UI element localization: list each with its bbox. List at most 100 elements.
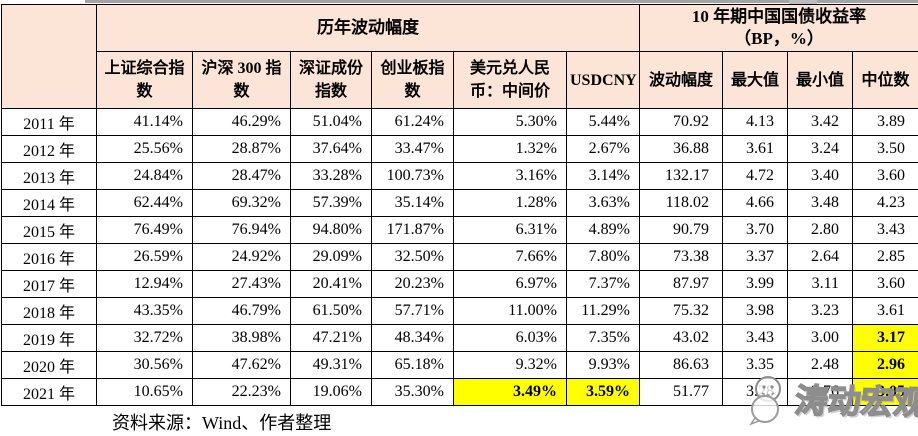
value-cell: 75.32 (639, 297, 723, 326)
value-cell: 76.49% (96, 216, 193, 245)
value-cell: 73.38 (639, 243, 723, 272)
value-cell: 20.41% (290, 270, 372, 299)
value-cell: 7.80% (566, 243, 640, 272)
group-header-bond-yield: 10 年期中国国债收益率 （BP，%） (639, 3, 918, 53)
value-cell: 6.03% (453, 324, 567, 353)
value-cell: 90.79 (639, 216, 723, 245)
value-cell: 76.94% (192, 216, 291, 245)
column-header-bond-median: 中位数 (852, 51, 918, 110)
value-cell: 1.28% (453, 189, 567, 218)
value-cell: 3.60 (852, 270, 918, 299)
value-cell: 41.14% (96, 108, 193, 137)
value-cell: 4.72 (722, 162, 788, 191)
year-cell: 2019 年 (1, 324, 97, 353)
value-cell: 3.14% (566, 162, 640, 191)
value-cell: 19.06% (290, 378, 372, 407)
value-cell: 4.23 (852, 189, 918, 218)
year-cell: 2021 年 (1, 378, 97, 407)
value-cell: 38.98% (192, 324, 291, 353)
value-cell: 30.56% (96, 351, 193, 380)
value-cell: 20.23% (371, 270, 454, 299)
value-cell: 7.37% (566, 270, 640, 299)
year-cell: 2016 年 (1, 243, 97, 272)
value-cell: 3.11 (787, 270, 853, 299)
column-header-sse-composite: 上证综合指数 (96, 51, 193, 110)
table-row: 2019 年 32.72% 38.98% 47.21% 48.34% 6.03% 7.35%… (1, 324, 918, 353)
value-cell: 28.87% (192, 135, 291, 164)
value-cell: 9.32% (453, 351, 567, 380)
value-cell: 3.89 (852, 108, 918, 137)
value-cell: 46.29% (192, 108, 291, 137)
value-cell: 3.40 (787, 162, 853, 191)
value-cell: 4.89% (566, 216, 640, 245)
value-cell: 3.48 (787, 189, 853, 218)
value-cell: 24.92% (192, 243, 291, 272)
value-cell: 9.93% (566, 351, 640, 380)
value-cell: 171.87% (371, 216, 454, 245)
value-cell: 3.00 (787, 324, 853, 353)
value-cell: 57.39% (290, 189, 372, 218)
value-cell: 7.35% (566, 324, 640, 353)
value-cell: 3.60 (852, 162, 918, 191)
value-cell: 11.00% (453, 297, 567, 326)
value-cell: 22.23% (192, 378, 291, 407)
value-cell: 47.62% (192, 351, 291, 380)
value-cell: 3.59% (566, 378, 640, 407)
source-note: 资料来源：Wind、作者整理 (112, 413, 332, 433)
value-cell: 11.29% (566, 297, 640, 326)
value-cell: 51.77 (639, 378, 723, 407)
group-header-volatility: 历年波动幅度 (96, 3, 640, 53)
value-cell: 3.23 (787, 297, 853, 326)
value-cell: 3.16% (453, 162, 567, 191)
value-cell: 69.32% (192, 189, 291, 218)
value-cell: 132.17 (639, 162, 723, 191)
value-cell: 35.14% (371, 189, 454, 218)
value-cell: 33.47% (371, 135, 454, 164)
value-cell: 3.98 (722, 297, 788, 326)
value-cell: 28.47% (192, 162, 291, 191)
volatility-table: 历年波动幅度 10 年期中国国债收益率 （BP，%） 上证综合指数 沪深 300… (1, 3, 918, 407)
value-cell: 43.02 (639, 324, 723, 353)
value-cell: 47.21% (290, 324, 372, 353)
value-cell: 27.43% (192, 270, 291, 299)
top-edge-strip (85, 0, 918, 3)
value-cell: 87.97 (639, 270, 723, 299)
year-cell: 2015 年 (1, 216, 97, 245)
value-cell: 48.34% (371, 324, 454, 353)
year-cell: 2014 年 (1, 189, 97, 218)
value-cell: 12.94% (96, 270, 193, 299)
column-header-szse-component: 深证成份指数 (290, 51, 372, 110)
value-cell: 61.24% (371, 108, 454, 137)
table-row: 2012 年 25.56% 28.87% 37.64% 33.47% 1.32% 2.67%… (1, 135, 918, 164)
value-cell: 94.80% (290, 216, 372, 245)
value-cell: 10.65% (96, 378, 193, 407)
table-row: 2020 年 30.56% 47.62% 49.31% 65.18% 9.32% 9.93%… (1, 351, 918, 380)
value-cell: 3.50 (852, 135, 918, 164)
value-cell: 70.92 (639, 108, 723, 137)
value-cell: 1.32% (453, 135, 567, 164)
value-cell: 2.96 (852, 351, 918, 380)
value-cell: 62.44% (96, 189, 193, 218)
value-cell: 2.80 (787, 216, 853, 245)
table-row: 2014 年 62.44% 69.32% 57.39% 35.14% 1.28% 3.63%… (1, 189, 918, 218)
value-cell: 25.56% (96, 135, 193, 164)
value-cell: 118.02 (639, 189, 723, 218)
value-cell: 57.71% (371, 297, 454, 326)
table-row: 2015 年 76.49% 76.94% 94.80% 171.87% 6.31% 4.89… (1, 216, 918, 245)
value-cell: 43.35% (96, 297, 193, 326)
value-cell: 5.30% (453, 108, 567, 137)
value-cell: 2.76 (787, 378, 853, 407)
value-cell: 3.05 (852, 378, 918, 407)
value-cell: 2.48 (787, 351, 853, 380)
value-cell: 6.31% (453, 216, 567, 245)
value-cell: 3.43 (852, 216, 918, 245)
value-cell: 32.72% (96, 324, 193, 353)
corner-cell (1, 3, 97, 110)
column-header-csi300: 沪深 300 指数 (192, 51, 291, 110)
value-cell: 35.30% (371, 378, 454, 407)
value-cell: 3.43 (722, 324, 788, 353)
value-cell: 3.37 (722, 243, 788, 272)
value-cell: 3.28 (722, 378, 788, 407)
value-cell: 4.66 (722, 189, 788, 218)
